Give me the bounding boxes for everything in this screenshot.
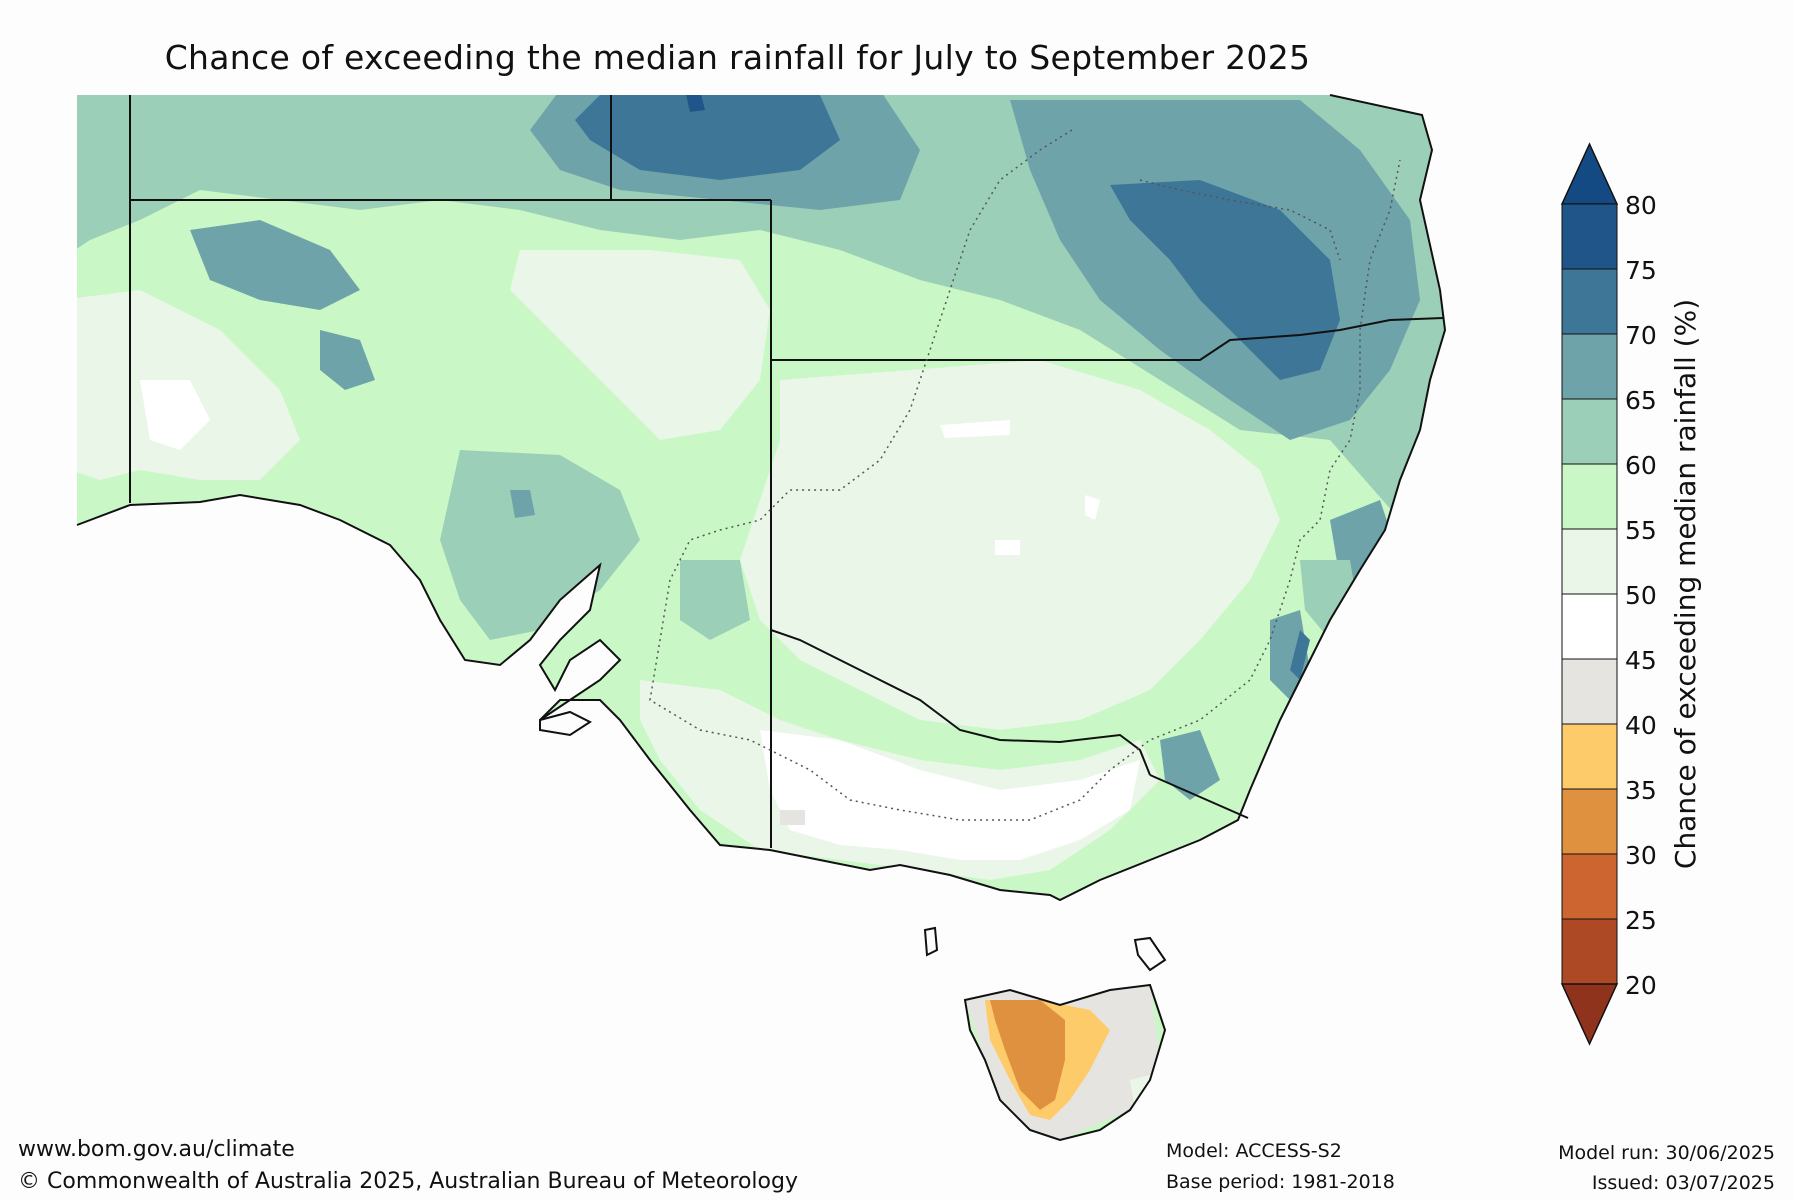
colorbar-band <box>1561 528 1618 595</box>
colorbar-tick-label: 30 <box>1625 841 1657 870</box>
colorbar-tick-label: 65 <box>1625 386 1657 415</box>
colorbar-band <box>1561 203 1618 270</box>
colorbar-band <box>1561 658 1618 725</box>
colorbar-band <box>1561 723 1618 790</box>
colorbar-band <box>1561 398 1618 465</box>
colorbar-band <box>1561 333 1618 400</box>
district-boundaries <box>649 129 1401 821</box>
colorbar-tick-label: 80 <box>1625 191 1657 220</box>
colorbar-tick-label: 60 <box>1625 451 1657 480</box>
website-text: www.bom.gov.au/climate <box>18 1137 295 1162</box>
colorbar-over-triangle <box>1560 142 1619 205</box>
colorbar-band <box>1561 853 1618 920</box>
colorbar-tick-label: 75 <box>1625 256 1657 285</box>
colorbar-tick-label: 20 <box>1625 971 1657 1000</box>
probability-shading <box>77 95 1445 1140</box>
issued-text: Issued: 03/07/2025 <box>1591 1172 1775 1194</box>
colorbar-band <box>1561 788 1618 855</box>
colorbar-band <box>1561 918 1618 985</box>
colorbar-tick-label: 40 <box>1625 711 1657 740</box>
colorbar-tick-label: 35 <box>1625 776 1657 805</box>
state-borders <box>129 95 1444 848</box>
colorbar-band <box>1561 268 1618 335</box>
colorbar-tick-label: 55 <box>1625 516 1657 545</box>
model-text: Model: ACCESS-S2 <box>1166 1140 1342 1162</box>
colorbar-tick-label: 45 <box>1625 646 1657 675</box>
colorbar-tick-label: 70 <box>1625 321 1657 350</box>
colorbar-tick-label: 25 <box>1625 906 1657 935</box>
base-period-text: Base period: 1981-2018 <box>1166 1171 1395 1193</box>
coastline <box>76 94 1447 1142</box>
colorbar-band <box>1561 593 1618 660</box>
colorbar-label: Chance of exceeding median rainfall (%) <box>1669 299 1702 869</box>
map-title: Chance of exceeding the median rainfall … <box>164 38 1311 77</box>
colorbar-band <box>1561 463 1618 530</box>
colorbar-under-triangle <box>1560 983 1619 1046</box>
model-run-text: Model run: 30/06/2025 <box>1558 1142 1775 1164</box>
colorbar-tick-label: 50 <box>1625 581 1657 610</box>
copyright-text: © Commonwealth of Australia 2025, Austra… <box>18 1169 798 1194</box>
